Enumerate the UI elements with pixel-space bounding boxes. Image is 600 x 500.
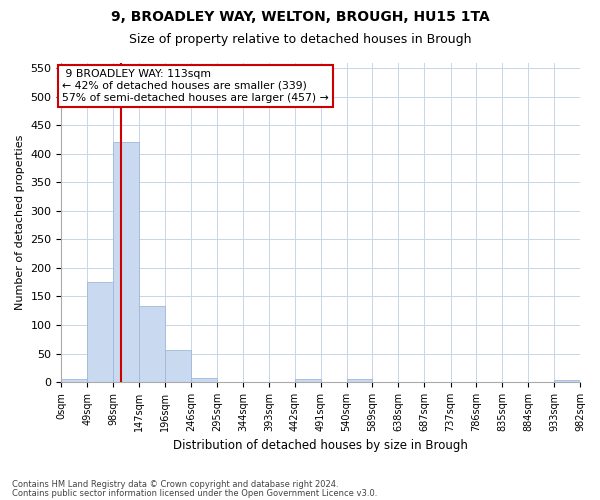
Text: Contains public sector information licensed under the Open Government Licence v3: Contains public sector information licen… xyxy=(12,488,377,498)
X-axis label: Distribution of detached houses by size in Brough: Distribution of detached houses by size … xyxy=(173,440,468,452)
Text: 9, BROADLEY WAY, WELTON, BROUGH, HU15 1TA: 9, BROADLEY WAY, WELTON, BROUGH, HU15 1T… xyxy=(110,10,490,24)
Bar xyxy=(113,142,139,382)
Text: Size of property relative to detached houses in Brough: Size of property relative to detached ho… xyxy=(129,32,471,46)
Bar xyxy=(61,379,87,382)
Text: Contains HM Land Registry data © Crown copyright and database right 2024.: Contains HM Land Registry data © Crown c… xyxy=(12,480,338,489)
Y-axis label: Number of detached properties: Number of detached properties xyxy=(15,134,25,310)
Bar xyxy=(165,350,191,382)
Bar xyxy=(87,282,113,382)
Text: 9 BROADLEY WAY: 113sqm 
← 42% of detached houses are smaller (339)
57% of semi-d: 9 BROADLEY WAY: 113sqm ← 42% of detached… xyxy=(62,70,329,102)
Bar xyxy=(191,378,217,382)
Bar xyxy=(139,306,165,382)
Bar xyxy=(554,380,580,382)
Bar xyxy=(347,379,373,382)
Bar xyxy=(295,379,321,382)
